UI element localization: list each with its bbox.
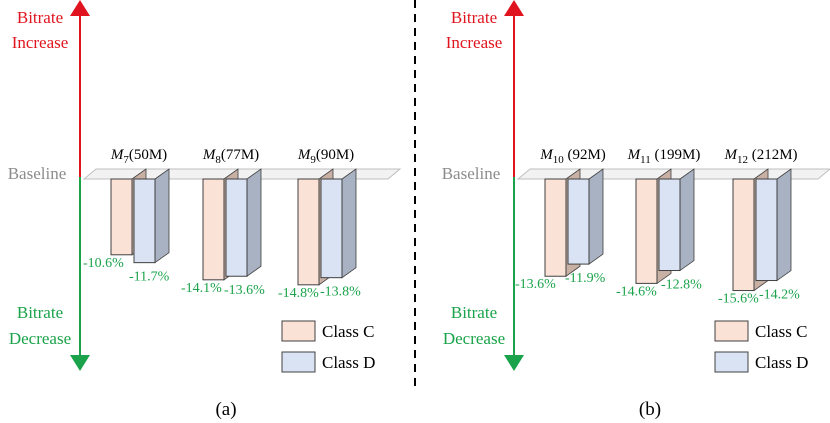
bar-side-class-d: [341, 168, 357, 279]
legend-label-class-c-a: Class C: [322, 322, 374, 341]
panel-label-b: (b): [639, 399, 661, 420]
value-label: -14.2%: [759, 288, 800, 303]
bar-side-class-d: [776, 168, 792, 282]
group-label-m12: M12 (212M): [723, 147, 797, 166]
value-label: -13.6%: [224, 283, 265, 298]
bar-class-d: [133, 178, 156, 264]
legend-label-class-d-a: Class D: [322, 353, 375, 372]
bar-layer: M7(50M)-10.6%-11.7%M8(77M)-14.1% -13.6%M9…: [82, 147, 830, 307]
bar-class-c: [297, 178, 320, 286]
bar-class-d: [567, 178, 590, 265]
decrease-label-b-line2: Decrease: [443, 329, 505, 348]
bar-class-c: [202, 178, 225, 281]
increase-label-b-line2: Increase: [446, 33, 503, 52]
bar-class-c: [544, 178, 567, 277]
group-label-m11: M11 (199M): [627, 147, 701, 166]
decrease-label-b-line1: Bitrate: [451, 303, 497, 322]
value-label: -11.7%: [129, 270, 170, 285]
decrease-label-a-line2: Decrease: [9, 329, 71, 348]
increase-label-b-line1: Bitrate: [451, 8, 497, 27]
bar-class-d: [658, 178, 681, 272]
legend-swatch-class-d-b: [714, 351, 749, 373]
legend-swatch-class-d-a: [281, 351, 316, 373]
increase-label-a-line2: Increase: [12, 33, 69, 52]
legend-swatch-class-c-b: [714, 320, 749, 342]
value-label: -14.8%: [278, 286, 319, 301]
value-label: -14.6%: [616, 284, 657, 299]
value-label: -12.8%: [661, 278, 702, 293]
value-label: -11.9%: [565, 271, 606, 286]
group-label-m7: M7(50M): [110, 147, 167, 166]
legend-label-class-d-b: Class D: [755, 353, 808, 372]
bar-side-class-d: [154, 168, 170, 264]
value-label: -13.8%: [320, 285, 361, 300]
bar-class-d: [225, 178, 248, 277]
bar-class-c: [110, 178, 133, 256]
bar-class-c: [635, 178, 658, 284]
value-label: -15.6%: [718, 292, 759, 307]
value-label: -10.6%: [83, 256, 124, 271]
group-label-m10: M10 (92M): [539, 147, 606, 166]
bar-class-c: [732, 178, 755, 292]
bar-class-d: [320, 178, 343, 279]
bar-side-class-d: [246, 168, 262, 278]
bar-class-d: [755, 178, 778, 282]
value-label: -13.6%: [515, 277, 556, 292]
baseline-label-b: Baseline: [442, 164, 501, 183]
group-label-m8: M8(77M): [202, 147, 259, 166]
panel-label-a: (a): [215, 399, 236, 420]
bar-side-class-d: [679, 168, 695, 272]
value-label: -14.1%: [181, 281, 222, 296]
legend-label-class-c-b: Class C: [755, 322, 807, 341]
decrease-label-a-line1: Bitrate: [17, 303, 63, 322]
group-label-m9: M9(90M): [297, 147, 354, 166]
baseline-label-a: Baseline: [8, 164, 67, 183]
increase-label-a-line1: Bitrate: [17, 8, 63, 27]
legend-swatch-class-c-a: [281, 320, 316, 342]
bar-side-class-d: [588, 168, 604, 265]
